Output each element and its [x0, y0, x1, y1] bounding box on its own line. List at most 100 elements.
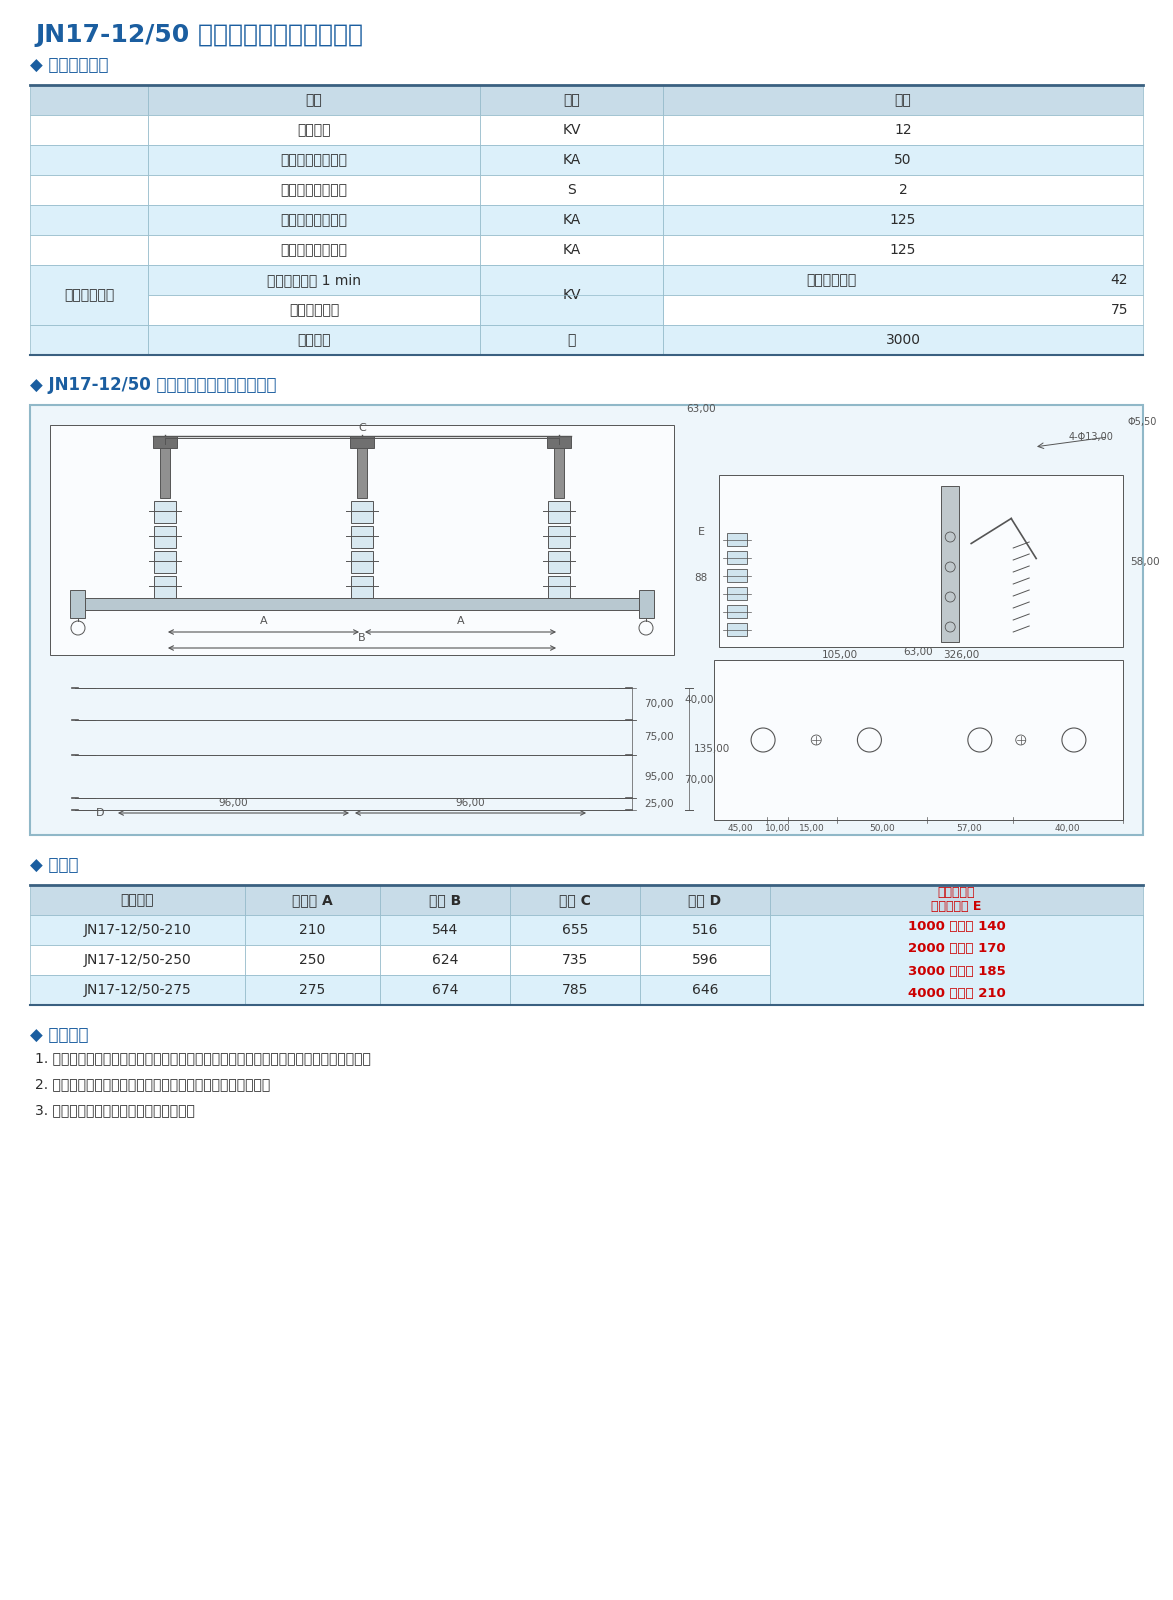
Text: 1. 订购接地开关时，须注明产品型号、相距及是否配带电显示器（并注明显示器型号）。: 1. 订购接地开关时，须注明产品型号、相距及是否配带电显示器（并注明显示器型号）…: [35, 1051, 371, 1066]
Bar: [510, 915, 640, 946]
Bar: [547, 435, 571, 448]
Text: 596: 596: [692, 954, 718, 966]
Text: E: E: [698, 526, 705, 538]
Bar: [727, 622, 747, 635]
Bar: [148, 205, 480, 235]
Text: 63,00: 63,00: [903, 646, 934, 658]
Text: 42: 42: [1111, 274, 1128, 286]
Text: 75: 75: [1111, 302, 1128, 317]
Text: 高原型配比: 高原型配比: [937, 886, 975, 899]
Bar: [245, 915, 380, 946]
Text: 70,00: 70,00: [684, 774, 713, 786]
Bar: [727, 568, 747, 581]
Bar: [30, 235, 148, 266]
Bar: [30, 325, 148, 355]
Text: 2. 用户请注明接地开关在柜内安装时动、静触头的上下位置。: 2. 用户请注明接地开关在柜内安装时动、静触头的上下位置。: [35, 1077, 270, 1091]
Bar: [148, 146, 480, 174]
Bar: [148, 85, 480, 115]
Text: A: A: [259, 616, 267, 626]
Text: 105,00: 105,00: [822, 650, 859, 659]
Bar: [30, 915, 245, 946]
Bar: [380, 974, 510, 1005]
Bar: [480, 205, 663, 235]
Text: C: C: [358, 422, 366, 434]
Text: JN17-12/50-275: JN17-12/50-275: [83, 982, 191, 997]
Bar: [154, 501, 176, 523]
Text: 4000 米以下 210: 4000 米以下 210: [908, 987, 1005, 1000]
Text: 45,00: 45,00: [727, 824, 753, 832]
Bar: [727, 605, 747, 618]
Bar: [245, 885, 380, 915]
Text: 次: 次: [568, 333, 576, 347]
Text: 655: 655: [562, 923, 588, 938]
Bar: [663, 266, 1143, 294]
Text: 1000 米以下 140: 1000 米以下 140: [908, 920, 1005, 933]
Text: 2: 2: [899, 182, 908, 197]
Bar: [30, 174, 148, 205]
Bar: [480, 325, 663, 355]
Text: 15,00: 15,00: [799, 824, 825, 832]
Bar: [640, 885, 769, 915]
Text: 63,00: 63,00: [686, 403, 716, 414]
Bar: [351, 526, 373, 547]
Bar: [480, 294, 663, 325]
Bar: [510, 885, 640, 915]
Bar: [84, 598, 639, 610]
Bar: [640, 946, 769, 974]
Text: 88: 88: [694, 573, 707, 582]
Bar: [154, 576, 176, 598]
Text: 额定峰值耐受电流: 额定峰值耐受电流: [280, 243, 347, 258]
Text: 12: 12: [894, 123, 911, 138]
Text: 主轴 C: 主轴 C: [560, 893, 591, 907]
Bar: [351, 501, 373, 523]
Text: 785: 785: [562, 982, 588, 997]
Text: 135,00: 135,00: [694, 744, 731, 754]
Bar: [30, 146, 148, 174]
Bar: [769, 915, 1143, 1005]
Bar: [30, 885, 245, 915]
Text: ◆ 主要技术参数: ◆ 主要技术参数: [30, 56, 108, 74]
Bar: [70, 590, 84, 618]
Bar: [30, 205, 148, 235]
Bar: [640, 974, 769, 1005]
Text: 624: 624: [432, 954, 459, 966]
Text: 544: 544: [432, 923, 459, 938]
Bar: [480, 266, 663, 294]
Bar: [663, 325, 1143, 355]
Text: ◆ 订购须知: ◆ 订购须知: [30, 1026, 88, 1043]
Text: KV: KV: [562, 288, 581, 302]
Text: JN17-12/50-210: JN17-12/50-210: [83, 923, 191, 938]
Bar: [148, 325, 480, 355]
Text: KA: KA: [562, 243, 581, 258]
Text: KA: KA: [562, 154, 581, 166]
Text: 额定短时耐受电流: 额定短时耐受电流: [280, 154, 347, 166]
Text: 机械寿命: 机械寿命: [297, 333, 331, 347]
Bar: [30, 974, 245, 1005]
Text: 40,00: 40,00: [684, 694, 713, 706]
Text: 50: 50: [894, 154, 911, 166]
Text: ◆ 配套表: ◆ 配套表: [30, 856, 79, 874]
Bar: [480, 235, 663, 266]
Bar: [350, 435, 374, 448]
Bar: [245, 974, 380, 1005]
Text: KV: KV: [562, 123, 581, 138]
Bar: [769, 885, 1143, 915]
Text: B: B: [358, 634, 366, 643]
Bar: [663, 294, 1143, 325]
Text: 25,00: 25,00: [644, 800, 673, 810]
Bar: [160, 448, 170, 498]
Text: 735: 735: [562, 954, 588, 966]
Text: JN17-12/50 型户内高压交流接地开关: JN17-12/50 型户内高压交流接地开关: [35, 22, 362, 46]
Bar: [154, 526, 176, 547]
Bar: [154, 550, 176, 573]
Bar: [30, 266, 148, 325]
Bar: [548, 576, 570, 598]
Text: 70,00: 70,00: [644, 699, 673, 709]
Bar: [663, 174, 1143, 205]
Text: 516: 516: [692, 923, 718, 938]
Text: 工频耐受电压 1 min: 工频耐受电压 1 min: [267, 274, 361, 286]
Text: 57,00: 57,00: [957, 824, 983, 832]
Bar: [351, 550, 373, 573]
Text: KA: KA: [562, 213, 581, 227]
Bar: [769, 946, 1143, 974]
